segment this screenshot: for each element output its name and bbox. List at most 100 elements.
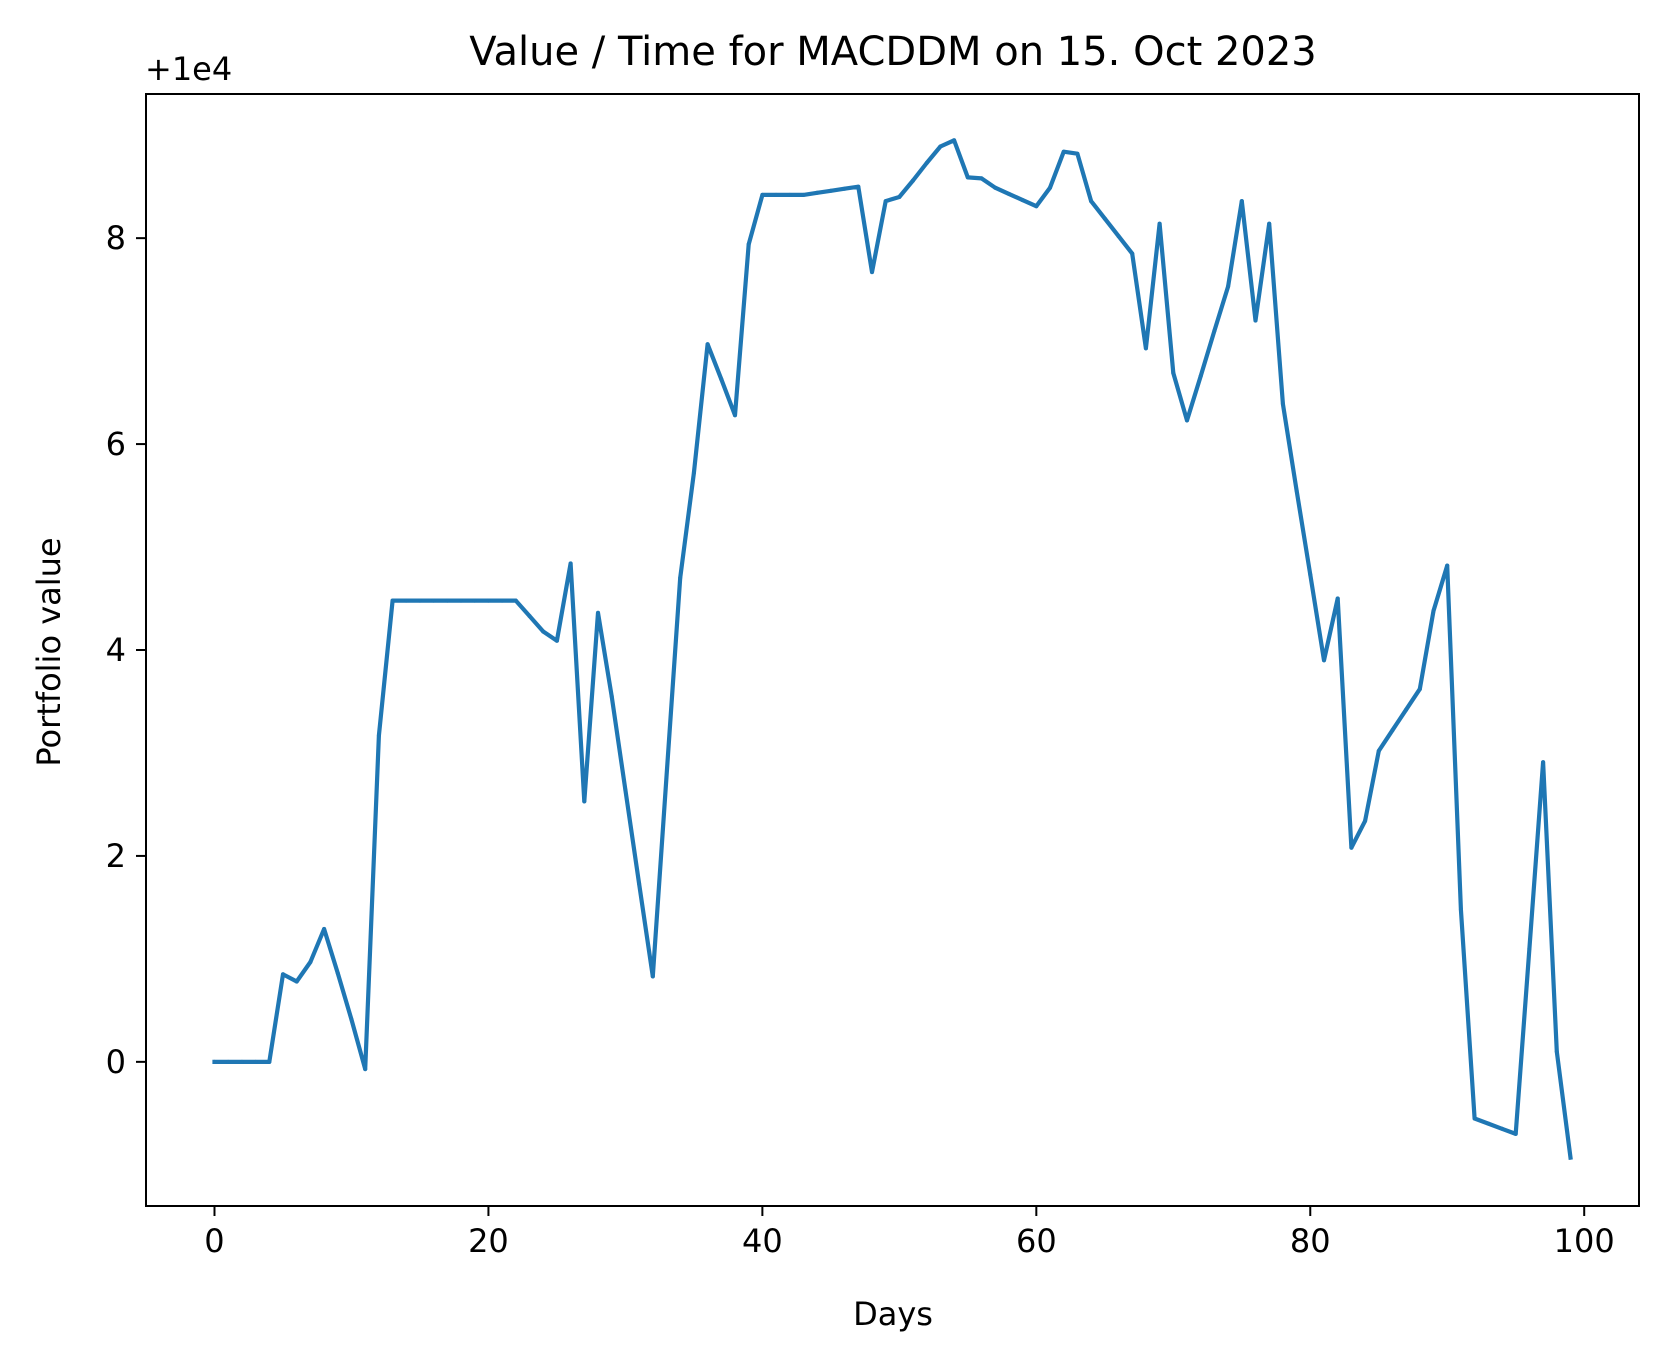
x-tick-label: 60 bbox=[1016, 1222, 1057, 1260]
y-tick-label: 4 bbox=[106, 631, 126, 669]
y-axis-label: Portfolio value bbox=[30, 537, 68, 766]
data-point bbox=[390, 598, 395, 603]
data-point bbox=[870, 270, 874, 275]
data-point bbox=[733, 413, 737, 418]
data-point bbox=[938, 144, 943, 149]
data-point bbox=[1020, 198, 1025, 203]
data-point bbox=[911, 178, 915, 183]
chart-title: Value / Time for MACDDM on 15. Oct 2023 bbox=[469, 29, 1317, 75]
data-point bbox=[1157, 221, 1162, 226]
data-point bbox=[1130, 251, 1135, 256]
data-point bbox=[596, 610, 600, 615]
data-point bbox=[774, 192, 779, 197]
data-point bbox=[267, 1059, 272, 1064]
x-tick-label: 40 bbox=[742, 1222, 783, 1260]
x-tick-label: 0 bbox=[204, 1222, 224, 1260]
data-point bbox=[582, 799, 587, 804]
data-point bbox=[513, 598, 518, 603]
data-point bbox=[1143, 346, 1148, 351]
y-tick-label: 2 bbox=[106, 837, 126, 875]
data-point bbox=[1006, 191, 1011, 196]
data-point bbox=[760, 192, 765, 197]
x-axis-label: Days bbox=[853, 1295, 933, 1333]
data-point bbox=[1554, 1049, 1559, 1054]
data-point bbox=[1267, 221, 1272, 226]
data-point bbox=[787, 192, 792, 197]
data-point bbox=[322, 927, 327, 931]
data-point bbox=[746, 242, 751, 247]
data-point bbox=[965, 175, 970, 180]
data-point bbox=[226, 1059, 231, 1064]
data-point bbox=[815, 190, 820, 195]
y-tick-label: 0 bbox=[106, 1043, 126, 1081]
data-point bbox=[1102, 216, 1107, 221]
data-point bbox=[1294, 488, 1299, 493]
data-point bbox=[431, 598, 436, 603]
data-point bbox=[308, 960, 313, 964]
data-point bbox=[1417, 687, 1422, 692]
data-point bbox=[801, 192, 806, 197]
data-point bbox=[1171, 371, 1176, 375]
data-point bbox=[828, 188, 833, 193]
data-point bbox=[527, 614, 532, 618]
data-point bbox=[1308, 572, 1313, 577]
data-point bbox=[459, 598, 463, 603]
x-tick-label: 20 bbox=[468, 1222, 509, 1260]
data-point bbox=[445, 598, 450, 603]
data-point bbox=[1363, 818, 1368, 823]
data-point bbox=[212, 1059, 217, 1064]
data-point bbox=[705, 342, 710, 347]
data-point bbox=[1089, 199, 1094, 204]
data-point bbox=[554, 638, 559, 643]
data-point bbox=[719, 377, 724, 382]
data-point bbox=[568, 561, 573, 566]
data-point bbox=[1527, 946, 1532, 951]
data-point bbox=[1335, 596, 1340, 601]
data-point bbox=[500, 598, 505, 603]
data-point bbox=[883, 199, 888, 204]
data-point bbox=[349, 1017, 354, 1022]
data-point bbox=[1472, 1116, 1477, 1121]
y-offset-label: +1e4 bbox=[145, 50, 232, 88]
data-point bbox=[1239, 199, 1244, 204]
data-point bbox=[1212, 328, 1217, 333]
data-point bbox=[376, 733, 381, 738]
y-tick-label: 8 bbox=[106, 219, 126, 257]
y-tick-label: 6 bbox=[106, 425, 126, 463]
data-point bbox=[1048, 185, 1052, 190]
data-point bbox=[335, 971, 340, 976]
data-point bbox=[979, 176, 984, 181]
data-point bbox=[541, 629, 546, 634]
data-point bbox=[281, 972, 285, 977]
data-point bbox=[1445, 563, 1450, 568]
data-point bbox=[1075, 151, 1080, 156]
data-point bbox=[1185, 418, 1189, 423]
data-point bbox=[842, 186, 847, 191]
data-point bbox=[1034, 204, 1039, 209]
data-point bbox=[1541, 760, 1546, 765]
data-point bbox=[1486, 1121, 1491, 1126]
data-point bbox=[1253, 318, 1258, 323]
data-point bbox=[924, 161, 929, 165]
y-axis-ticks: 0 2 4 6 8 bbox=[106, 219, 146, 1081]
data-point bbox=[363, 1067, 368, 1072]
data-point bbox=[1390, 728, 1395, 733]
data-points bbox=[212, 138, 1573, 1160]
data-point bbox=[1431, 608, 1436, 613]
data-point bbox=[253, 1059, 258, 1064]
data-point bbox=[239, 1059, 244, 1064]
data-point bbox=[1198, 374, 1203, 379]
data-point bbox=[1349, 845, 1354, 850]
data-point bbox=[993, 185, 998, 190]
data-point bbox=[404, 598, 409, 603]
plot-frame bbox=[145, 93, 1640, 1207]
data-point bbox=[1404, 707, 1409, 712]
data-point bbox=[1061, 149, 1066, 154]
data-point bbox=[294, 979, 299, 984]
data-point bbox=[609, 694, 614, 699]
data-point bbox=[952, 138, 957, 143]
data-point bbox=[1458, 907, 1463, 912]
data-point bbox=[691, 470, 696, 475]
